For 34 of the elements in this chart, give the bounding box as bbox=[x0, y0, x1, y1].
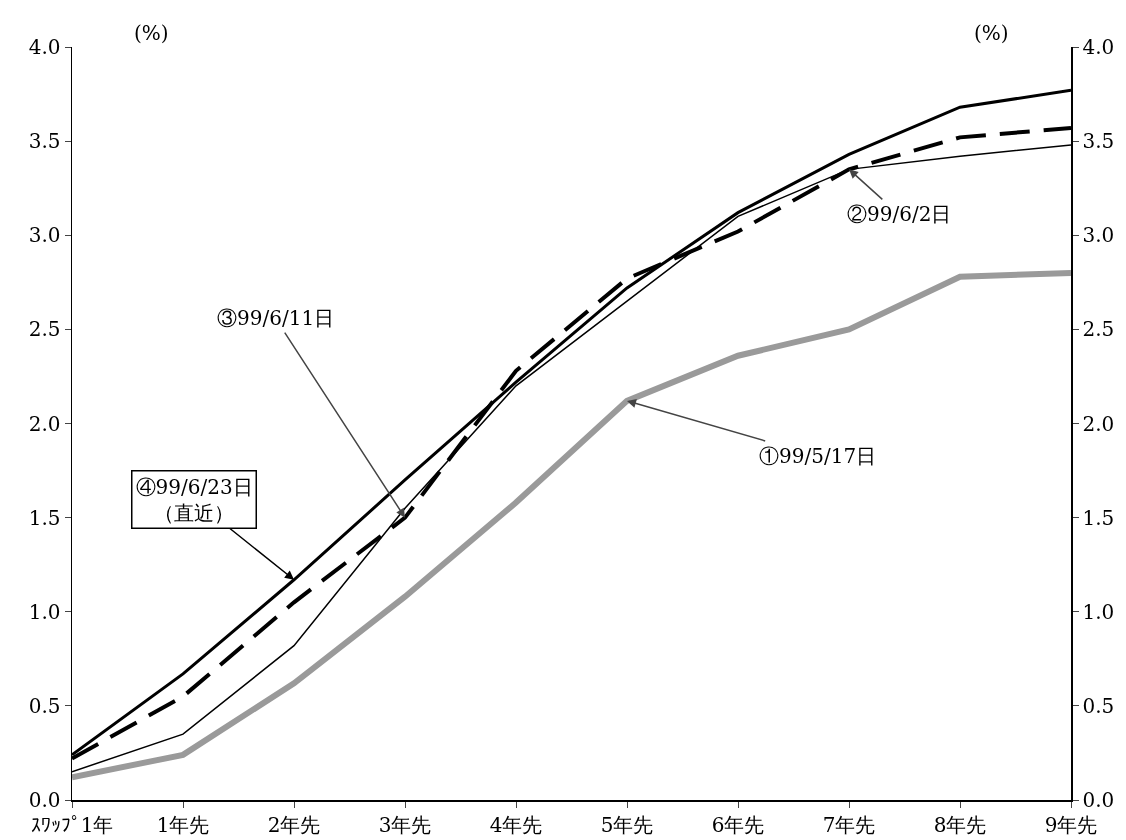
x-tick-label: 5年先 bbox=[600, 812, 654, 837]
annotation: ④99/6/23日（直近） bbox=[135, 474, 253, 525]
y-tick-label: 4.0 bbox=[28, 35, 61, 59]
x-tick-label: 3年先 bbox=[378, 812, 432, 837]
y-tick-label: 2.0 bbox=[28, 411, 61, 436]
y2-tick-label: 4.0 bbox=[1082, 35, 1115, 59]
y-tick-label: 0.0 bbox=[28, 788, 61, 812]
y-tick-label: 1.5 bbox=[28, 505, 61, 530]
y2-tick-label: 1.0 bbox=[1082, 599, 1115, 624]
y2-tick-label: 0.5 bbox=[1082, 693, 1115, 718]
annotation: ③99/6/11日 bbox=[217, 306, 335, 330]
x-tick-label: 6年先 bbox=[711, 812, 765, 837]
x-tick-label: 7年先 bbox=[822, 812, 876, 837]
y-tick-label: 2.5 bbox=[28, 317, 61, 342]
y2-axis-title: (%) bbox=[974, 21, 1009, 45]
annotation: ①99/5/17日 bbox=[759, 444, 877, 468]
x-tick-label: 9年先 bbox=[1044, 812, 1098, 837]
x-tick-label: 4年先 bbox=[489, 812, 543, 837]
x-tick-label: 1年先 bbox=[156, 812, 210, 837]
x-tick-label: 8年先 bbox=[933, 812, 987, 837]
x-tick-label: 2年先 bbox=[267, 812, 321, 837]
y2-tick-label: 1.5 bbox=[1082, 505, 1115, 530]
y-tick-label: 0.5 bbox=[28, 693, 61, 718]
y2-tick-label: 3.0 bbox=[1082, 223, 1115, 248]
x-tick-label: ｽﾜｯﾌﾟ1年 bbox=[30, 812, 114, 837]
y2-tick-label: 3.5 bbox=[1082, 129, 1115, 154]
y2-tick-label: 2.5 bbox=[1082, 317, 1115, 342]
y2-tick-label: 0.0 bbox=[1082, 788, 1115, 812]
y2-tick-label: 2.0 bbox=[1082, 411, 1115, 436]
y-tick-label: 1.0 bbox=[28, 599, 61, 624]
y-tick-label: 3.5 bbox=[28, 129, 61, 154]
y-tick-label: 3.0 bbox=[28, 223, 61, 248]
annotation: ②99/6/2日 bbox=[847, 202, 952, 226]
y-axis-title: (%) bbox=[134, 21, 169, 45]
